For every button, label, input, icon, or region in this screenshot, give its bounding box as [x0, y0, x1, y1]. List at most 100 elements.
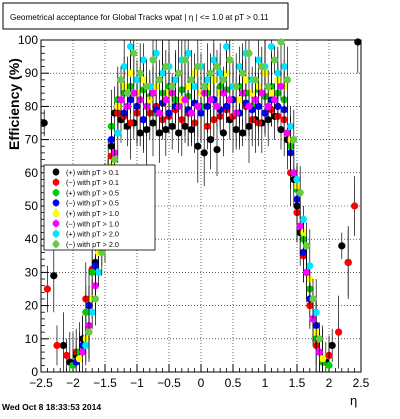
legend-marker — [52, 230, 60, 238]
data-point — [194, 142, 202, 150]
y-axis-label: Efficiency (%) — [6, 58, 22, 150]
data-point — [325, 361, 333, 369]
data-point — [251, 76, 259, 84]
data-point — [175, 69, 183, 77]
data-point — [149, 119, 157, 127]
data-point — [159, 69, 167, 77]
legend-marker — [52, 178, 60, 186]
data-point — [255, 56, 263, 64]
legend-marker — [52, 199, 60, 207]
data-point — [152, 49, 160, 57]
y-tick-label: 30 — [25, 265, 39, 279]
data-point — [213, 102, 221, 110]
data-point — [235, 96, 243, 104]
y-tick-label: 0 — [31, 365, 38, 379]
data-point — [245, 102, 253, 110]
x-tick-label: −0.5 — [157, 376, 181, 390]
data-point — [296, 189, 304, 197]
data-point — [155, 76, 163, 84]
data-point — [171, 76, 179, 84]
legend-marker — [52, 209, 60, 217]
data-point — [344, 258, 352, 267]
data-point — [181, 56, 189, 64]
data-point — [50, 272, 58, 280]
data-point — [88, 308, 96, 316]
data-point — [136, 69, 144, 77]
data-point — [88, 268, 96, 276]
data-point — [130, 89, 138, 97]
data-point — [315, 335, 323, 343]
legend-label: (+) with pT > 1.0 — [66, 209, 119, 218]
x-tick-label: −2.5 — [29, 376, 53, 390]
legend-label: (+) with pT > 0.1 — [66, 168, 119, 177]
data-point — [296, 222, 304, 230]
data-point — [82, 341, 90, 350]
data-point — [207, 69, 215, 77]
y-tick-label: 10 — [25, 332, 39, 346]
data-point — [194, 62, 202, 71]
x-tick-label: −1.5 — [93, 376, 117, 390]
data-point — [139, 116, 147, 124]
data-point — [277, 38, 285, 46]
data-point — [299, 215, 307, 223]
data-point — [98, 248, 106, 257]
data-point — [210, 56, 218, 64]
data-point — [111, 155, 119, 164]
y-tick-label: 100 — [18, 33, 38, 47]
y-tick-label: 60 — [25, 166, 39, 180]
data-point — [287, 122, 295, 130]
data-point — [200, 149, 208, 157]
data-point — [127, 69, 135, 77]
data-point — [290, 136, 298, 144]
title-box: Geometrical acceptance for Global Tracks… — [2, 2, 289, 30]
data-point — [271, 96, 279, 104]
x-tick-label: −1 — [130, 376, 144, 390]
data-point — [239, 69, 247, 77]
data-point — [213, 145, 221, 154]
data-point — [354, 38, 362, 46]
data-point — [226, 96, 234, 104]
data-point — [127, 43, 135, 51]
data-point — [200, 82, 208, 91]
data-point — [312, 308, 320, 316]
data-point — [303, 268, 311, 276]
data-point — [303, 242, 311, 250]
x-axis-label: η — [350, 393, 357, 408]
data-point — [181, 96, 189, 104]
data-point — [283, 129, 291, 137]
data-point — [149, 89, 157, 97]
data-point — [235, 62, 243, 71]
data-point — [277, 126, 285, 134]
data-point — [75, 355, 83, 363]
legend-marker — [52, 240, 60, 248]
y-tick-label: 50 — [25, 199, 39, 213]
data-point — [223, 43, 231, 51]
data-point — [85, 328, 93, 336]
data-point — [59, 341, 67, 350]
data-point — [319, 355, 327, 363]
data-point — [271, 56, 279, 64]
x-tick-label: 1.5 — [289, 376, 306, 390]
data-point — [117, 96, 125, 104]
data-point — [338, 242, 346, 250]
data-point — [139, 56, 147, 64]
data-point — [258, 62, 266, 71]
data-point — [162, 96, 170, 104]
x-tick-label: 2 — [326, 376, 333, 390]
data-point — [299, 248, 307, 257]
data-point — [82, 308, 90, 316]
data-point — [127, 119, 135, 127]
data-point — [226, 56, 234, 64]
axes: −2.5 −2 −1.5 −1 −0.5 0 0.5 1 1.5 2 2.5 0 10 20 30 40 50 6… — [18, 33, 370, 390]
data-point — [79, 348, 87, 356]
data-point — [328, 341, 336, 350]
legend-label: (−) with pT > 0.1 — [66, 178, 119, 187]
data-point — [335, 328, 343, 336]
data-point — [264, 82, 272, 91]
data-point — [197, 109, 205, 117]
legend-label: (−) with pT > 2.0 — [66, 240, 119, 249]
data-point — [232, 82, 240, 91]
data-point — [351, 202, 359, 210]
legend-label: (+) with pT > 0.5 — [66, 188, 119, 197]
data-point — [53, 341, 61, 350]
